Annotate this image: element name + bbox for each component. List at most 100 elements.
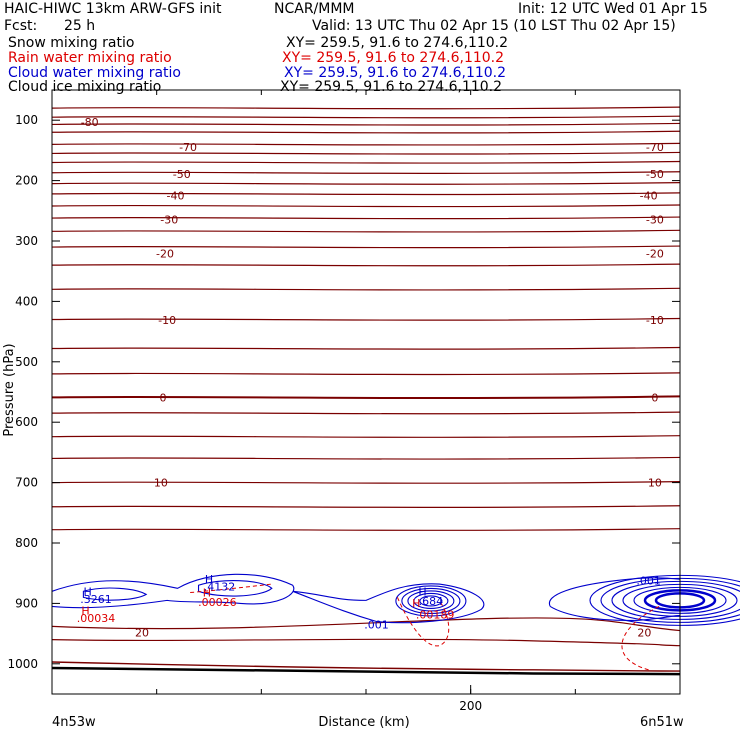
isotherm-line [51,411,681,415]
isotherm-value-label: -30 [646,213,664,226]
isotherm-line [51,287,681,291]
rain-water-contour [190,583,272,594]
cloud-water-label: H [205,573,213,586]
cloud-water-label: .684 [419,595,444,608]
forecast-hour: 25 h [64,18,96,34]
cloud-water-contour [401,587,461,615]
cloud-water-contour [51,573,295,609]
rain-water-label: H [81,605,89,618]
ground-line [51,666,681,676]
isotherm-value-label: -40 [167,190,185,203]
y-tick-label: 700 [15,476,38,490]
isotherm-value-label: -30 [160,213,178,226]
rain-water-label: .00034 [77,612,116,625]
cloud-water-label: .4132 [204,580,236,593]
cloud-water-label: .001 [636,574,661,587]
legend-rain-xy: XY= 259.5, 91.6 to 274.6,110.2 [282,50,505,66]
isotherm-line [51,617,681,632]
isotherm-line [51,395,681,400]
isotherm-line [51,106,681,110]
rain-water-label: .00026 [198,596,237,609]
x-left-location-label: 4n53w [52,715,96,730]
rain-water-label: H [412,597,420,610]
isotherm-line [51,245,681,249]
isotherm-line [51,115,681,119]
isotherm-line [51,171,681,174]
isotherm-value-label: -50 [173,168,191,181]
legend-cloudwater-xy: XY= 259.5, 91.6 to 274.6,110.2 [284,65,507,81]
isotherm-line [51,182,681,185]
legend-snow-xy: XY= 259.5, 91.6 to 274.6,110.2 [286,35,509,51]
isotherm-value-label: -70 [646,141,664,154]
isotherm-value-label: 0 [651,391,658,404]
cloud-water-contour [197,580,273,597]
legend-cloudice-name: Cloud ice mixing ratio [8,79,162,95]
y-tick-label: 300 [15,234,38,248]
y-tick-label: 900 [15,596,38,610]
rain-water-contour [396,597,450,647]
isotherm-line [51,130,681,134]
y-tick-label: 1000 [7,657,38,671]
rain-water-label: H [203,587,211,600]
isotherm-line [51,263,681,267]
y-axis-label: Pressure (hPa) [2,343,17,436]
isotherm-value-label: 20 [135,626,149,639]
isotherm-line [51,481,681,484]
cloud-water-contour [407,590,455,612]
x-tick-label: 200 [459,699,482,713]
rain-water-contour [621,605,660,671]
cloud-water-contour [82,587,148,601]
isotherm-line [51,456,681,460]
isotherm-line [51,346,681,350]
isotherm-line [51,229,681,233]
x-axis-label: Distance (km) [318,715,409,730]
legend-rain-name: Rain water mixing ratio [8,50,172,66]
isotherm-line [51,638,681,647]
contour-labels: -80 -70 -70 -50 -50 -40 -40 -30 -30 -20 -20 -10 -10 0… [77,116,664,639]
isotherm-line [51,192,681,196]
isotherm-value-label: -20 [646,248,664,261]
y-tick-label: 800 [15,536,38,550]
isotherm-contours [51,106,681,672]
cloud-water-contour [292,583,485,624]
isotherm-line [51,151,681,155]
valid-time: Valid: 13 UTC Thu 02 Apr 15 (10 LST Thu … [312,18,676,34]
isotherm-value-label: -50 [646,168,664,181]
cloud-water-label: H [418,585,426,598]
isotherm-line [51,122,681,126]
isotherm-value-label: -10 [646,314,664,327]
ground-surface [51,666,681,676]
y-tick-label: 200 [15,174,38,188]
isotherm-line [51,317,681,321]
cloud-water-label: .3261 [80,593,112,606]
cloud-water-contour [395,585,467,617]
isotherm-value-label: -40 [640,190,658,203]
isotherm-value-label: -20 [156,248,174,261]
isotherm-value-label: -10 [158,314,176,327]
source-label: NCAR/MMM [274,1,355,17]
cloud-water-contour [413,592,449,610]
init-time: Init: 12 UTC Wed 01 Apr 15 [518,1,708,17]
isotherm-value-label: 10 [154,477,168,490]
isotherm-line [51,435,681,438]
isotherm-line [51,142,681,146]
isotherm-value-label: 10 [648,477,662,490]
cloud-water-contour [419,595,443,607]
x-right-location-label: 6n51w [640,715,684,730]
isotherm-line [51,505,681,508]
y-tick-label: 500 [15,355,38,369]
cloud-water-label: .001 [364,619,389,632]
forecast-label: Fcst: [4,18,38,34]
y-tick-label: 100 [15,113,38,127]
isotherm-line [51,372,681,376]
rain-water-label: .00189 [416,608,455,621]
legend-snow-name: Snow mixing ratio [8,35,135,51]
isotherm-line [51,528,681,531]
rain-water-contours [190,583,660,671]
cloud-water-label: H [83,585,91,598]
isotherm-line [51,216,681,220]
legend-cloudwater-name: Cloud water mixing ratio [8,65,181,81]
isotherm-value-label: -80 [81,116,99,129]
